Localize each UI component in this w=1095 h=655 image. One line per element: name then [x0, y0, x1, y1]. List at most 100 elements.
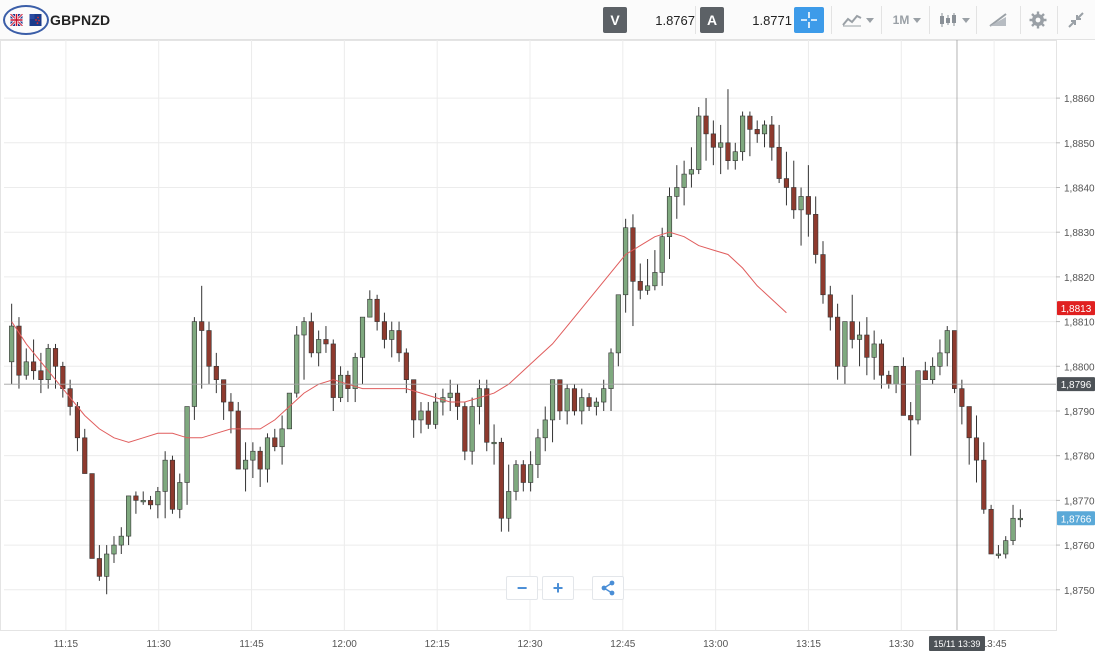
- candle-up[interactable]: [601, 388, 607, 403]
- candle-down[interactable]: [38, 370, 44, 380]
- candle-up[interactable]: [659, 236, 665, 273]
- candle-down[interactable]: [31, 361, 37, 372]
- candle-down[interactable]: [330, 343, 336, 398]
- candle-up[interactable]: [937, 352, 943, 367]
- candle-down[interactable]: [864, 334, 870, 358]
- candle-down[interactable]: [498, 441, 504, 519]
- candle-down[interactable]: [228, 401, 234, 412]
- candle-down[interactable]: [169, 459, 176, 510]
- candle-up[interactable]: [286, 392, 292, 430]
- candle-up[interactable]: [1003, 540, 1009, 555]
- candle-up[interactable]: [242, 459, 249, 470]
- candle-up[interactable]: [294, 334, 300, 394]
- candle-up[interactable]: [352, 357, 358, 389]
- candle-down[interactable]: [374, 298, 380, 322]
- candle-up[interactable]: [469, 406, 475, 452]
- candle-down[interactable]: [754, 129, 760, 135]
- candle-up[interactable]: [623, 227, 629, 296]
- candle-up[interactable]: [696, 115, 702, 170]
- candlestick-type-button[interactable]: [934, 0, 974, 40]
- candle-down[interactable]: [886, 374, 892, 385]
- candle-down[interactable]: [345, 374, 351, 389]
- candle-down[interactable]: [96, 558, 102, 577]
- price-chart[interactable]: 1,8750 1,8760 1,8770 1,8780 1,8790 1,8800 1,88…: [0, 40, 1095, 655]
- candle-down[interactable]: [981, 459, 987, 510]
- candle-up[interactable]: [513, 464, 519, 492]
- candle-up[interactable]: [338, 374, 344, 398]
- candle-down[interactable]: [133, 495, 139, 501]
- candle-up[interactable]: [740, 115, 746, 153]
- candle-up[interactable]: [389, 330, 395, 340]
- candle-down[interactable]: [308, 321, 314, 354]
- candle-up[interactable]: [1017, 517, 1023, 521]
- candle-up[interactable]: [184, 406, 190, 483]
- candle-up[interactable]: [535, 437, 541, 465]
- candle-up[interactable]: [111, 544, 117, 555]
- candle-up[interactable]: [732, 151, 738, 161]
- currency-pair-flags[interactable]: [3, 5, 49, 35]
- candle-up[interactable]: [264, 437, 271, 470]
- chart-type-line-button[interactable]: [838, 0, 878, 40]
- candle-up[interactable]: [447, 392, 453, 398]
- candle-up[interactable]: [681, 173, 687, 188]
- candle-up[interactable]: [645, 285, 651, 291]
- candle-down[interactable]: [454, 392, 461, 407]
- share-button[interactable]: [592, 576, 624, 600]
- candle-down[interactable]: [82, 437, 88, 474]
- candle-down[interactable]: [769, 124, 775, 148]
- candle-up[interactable]: [608, 352, 614, 389]
- candle-up[interactable]: [674, 187, 680, 197]
- settings-button[interactable]: [1022, 0, 1054, 40]
- candle-down[interactable]: [16, 325, 22, 376]
- candle-up[interactable]: [279, 428, 285, 448]
- timeframe-dropdown[interactable]: 1M: [886, 0, 928, 40]
- candle-down[interactable]: [776, 146, 782, 179]
- candle-up[interactable]: [506, 491, 512, 519]
- crosshair-button[interactable]: [792, 0, 826, 40]
- candle-down[interactable]: [199, 321, 205, 331]
- candle-down[interactable]: [272, 437, 278, 448]
- candle-down[interactable]: [586, 397, 592, 407]
- candle-down[interactable]: [791, 187, 797, 211]
- drawing-tools-button[interactable]: [980, 0, 1016, 40]
- candle-up[interactable]: [191, 321, 197, 407]
- candle-up[interactable]: [418, 410, 424, 421]
- candle-up[interactable]: [652, 272, 658, 287]
- candle-up[interactable]: [688, 169, 694, 175]
- candle-down[interactable]: [74, 406, 81, 439]
- candle-up[interactable]: [9, 325, 15, 363]
- candle-up[interactable]: [45, 348, 51, 380]
- candle-down[interactable]: [213, 365, 219, 380]
- candle-down[interactable]: [835, 316, 841, 367]
- ask-price[interactable]: A 1.8771: [700, 5, 792, 35]
- candle-down[interactable]: [484, 388, 490, 443]
- candle-up[interactable]: [579, 397, 585, 412]
- candle-down[interactable]: [571, 388, 578, 412]
- candle-down[interactable]: [462, 406, 468, 452]
- candle-up[interactable]: [367, 298, 373, 318]
- candle-up[interactable]: [718, 142, 724, 148]
- candle-down[interactable]: [703, 115, 709, 135]
- candle-down[interactable]: [710, 133, 716, 148]
- candle-down[interactable]: [805, 196, 811, 215]
- candle-down[interactable]: [878, 343, 885, 376]
- zoom-in-button[interactable]: +: [542, 576, 574, 600]
- candle-down[interactable]: [221, 379, 227, 403]
- candle-down[interactable]: [60, 365, 66, 389]
- candle-down[interactable]: [849, 321, 855, 340]
- candle-down[interactable]: [381, 321, 387, 340]
- candle-down[interactable]: [988, 509, 994, 555]
- instrument-selector[interactable]: GBPNZD: [3, 5, 110, 35]
- candle-up[interactable]: [666, 196, 673, 237]
- candle-up[interactable]: [491, 441, 497, 445]
- candle-up[interactable]: [761, 124, 768, 135]
- candle-down[interactable]: [235, 410, 241, 470]
- bid-price[interactable]: V 1.8767: [603, 5, 695, 35]
- candle-up[interactable]: [542, 419, 548, 439]
- candle-down[interactable]: [637, 281, 643, 291]
- candle-down[interactable]: [396, 330, 402, 354]
- plot-area[interactable]: [0, 40, 1057, 631]
- candle-up[interactable]: [433, 401, 439, 425]
- candle-up[interactable]: [856, 334, 863, 340]
- candle-up[interactable]: [250, 450, 256, 461]
